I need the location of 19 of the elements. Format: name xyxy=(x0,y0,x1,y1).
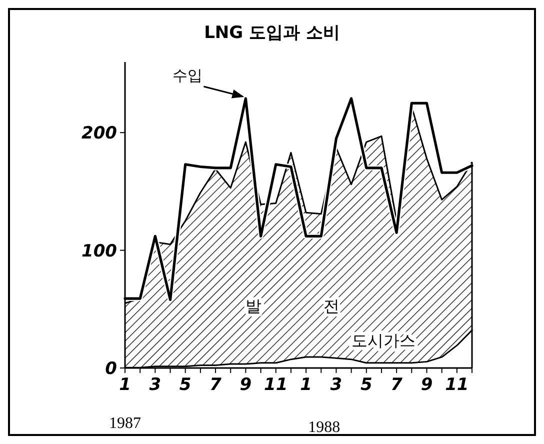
text: 수입 xyxy=(172,66,203,84)
x-tick-label: 7 xyxy=(390,375,403,395)
x-tick-label: 3 xyxy=(330,375,342,395)
x-tick-label: 3 xyxy=(149,375,162,395)
y-tick-label: 0 xyxy=(105,359,118,379)
y-tick-label: 200 xyxy=(82,124,118,144)
x-tick-label: 1 xyxy=(119,375,131,395)
text: 1987 xyxy=(109,415,141,432)
x-tick-label: 9 xyxy=(420,375,433,395)
y-tick-label: 100 xyxy=(82,241,118,262)
x-tick-label: 11 xyxy=(445,375,469,395)
x-tick-label: 5 xyxy=(360,375,372,395)
x-tick-label: 11 xyxy=(264,375,288,395)
x-tick-label: 5 xyxy=(179,375,192,395)
chart-title: LNG 도입과 소비 xyxy=(204,23,340,43)
x-tick-label: 1 xyxy=(300,375,312,395)
x-tick-label: 7 xyxy=(210,375,222,395)
x-tick-label: 9 xyxy=(240,375,252,395)
text: 1988 xyxy=(308,419,340,436)
